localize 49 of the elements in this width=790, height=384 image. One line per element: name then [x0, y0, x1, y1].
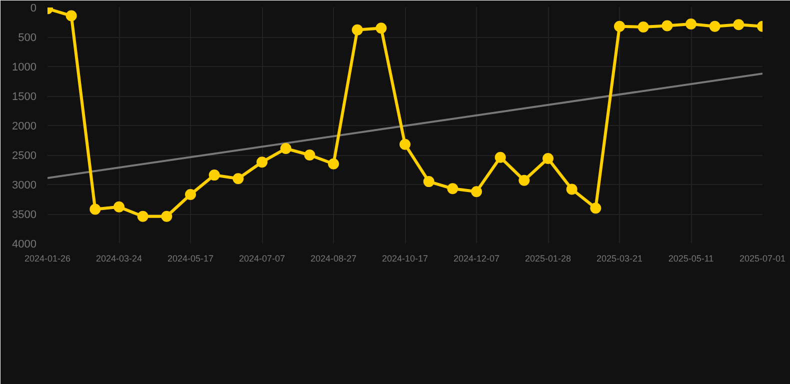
- point: [733, 19, 744, 30]
- point: [590, 202, 602, 214]
- point: [90, 204, 101, 215]
- y-tick-label: 1500: [12, 91, 37, 103]
- y-tick-label: 3000: [12, 180, 37, 192]
- y-tick-label: 4000: [12, 238, 37, 250]
- x-tick-label: 2024-01-26: [24, 254, 71, 264]
- point: [542, 153, 554, 164]
- point: [352, 24, 363, 36]
- point: [638, 21, 649, 32]
- y-tick-label: 0: [30, 2, 37, 14]
- point: [161, 210, 172, 222]
- point: [423, 176, 434, 188]
- y-tick-label: 2000: [12, 120, 37, 132]
- x-tick-label: 2024-03-24: [96, 254, 142, 264]
- point: [208, 170, 220, 181]
- point: [280, 143, 292, 154]
- x-tick-label: 2025-01-28: [524, 254, 572, 264]
- point: [185, 189, 196, 200]
- point: [566, 184, 578, 195]
- y-tick-label: 3500: [12, 209, 37, 221]
- point: [256, 156, 268, 168]
- x-tick-label: 2025-03-21: [596, 254, 643, 264]
- point: [66, 10, 77, 22]
- point: [137, 210, 148, 222]
- x-tick-label: 2024-05-17: [167, 254, 214, 264]
- point: [447, 183, 458, 194]
- x-tick-label: 2025-07-01: [739, 254, 786, 264]
- point: [518, 174, 530, 186]
- y-tick-label: 1000: [12, 62, 37, 74]
- point: [614, 20, 625, 32]
- x-tick-label: 2024-10-17: [382, 254, 428, 264]
- y-tick-label: 2500: [12, 150, 37, 162]
- point: [400, 138, 410, 150]
- point: [662, 20, 673, 32]
- point: [232, 173, 244, 184]
- point: [304, 150, 316, 160]
- point: [686, 18, 696, 30]
- x-tick-label: 2024-08-27: [310, 254, 357, 264]
- point: [376, 22, 387, 34]
- point: [471, 186, 482, 198]
- point: [709, 20, 720, 32]
- point: [328, 158, 339, 170]
- x-tick-label: 2024-07-07: [238, 254, 286, 264]
- x-tick-label: 2025-05-11: [668, 254, 714, 264]
- y-tick-label: 500: [18, 32, 37, 44]
- point: [494, 152, 506, 163]
- point: [114, 201, 124, 212]
- x-tick-label: 2024-12-07: [453, 254, 500, 264]
